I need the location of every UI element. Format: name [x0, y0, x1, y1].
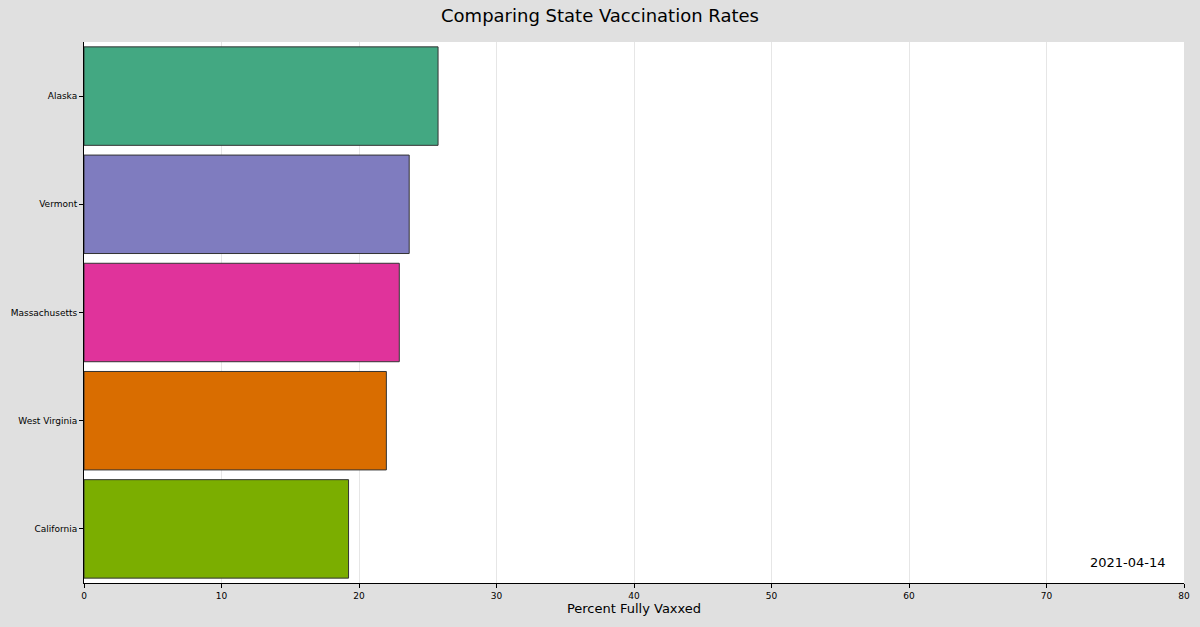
svg-text:California: California [34, 524, 77, 534]
svg-text:Comparing State Vaccination Ra: Comparing State Vaccination Rates [441, 5, 759, 26]
svg-text:40: 40 [628, 591, 640, 601]
svg-text:Percent Fully Vaxxed: Percent Fully Vaxxed [567, 601, 701, 616]
svg-text:West Virginia: West Virginia [18, 416, 77, 426]
svg-text:0: 0 [81, 591, 87, 601]
svg-text:10: 10 [216, 591, 228, 601]
svg-text:Vermont: Vermont [39, 199, 78, 209]
svg-text:Massachusetts: Massachusetts [11, 308, 78, 318]
svg-text:50: 50 [766, 591, 778, 601]
svg-text:80: 80 [1178, 591, 1190, 601]
svg-text:30: 30 [491, 591, 503, 601]
svg-text:Alaska: Alaska [48, 91, 77, 101]
svg-text:70: 70 [1041, 591, 1053, 601]
svg-text:60: 60 [903, 591, 915, 601]
svg-text:2021-04-14: 2021-04-14 [1090, 555, 1166, 570]
svg-text:20: 20 [353, 591, 365, 601]
